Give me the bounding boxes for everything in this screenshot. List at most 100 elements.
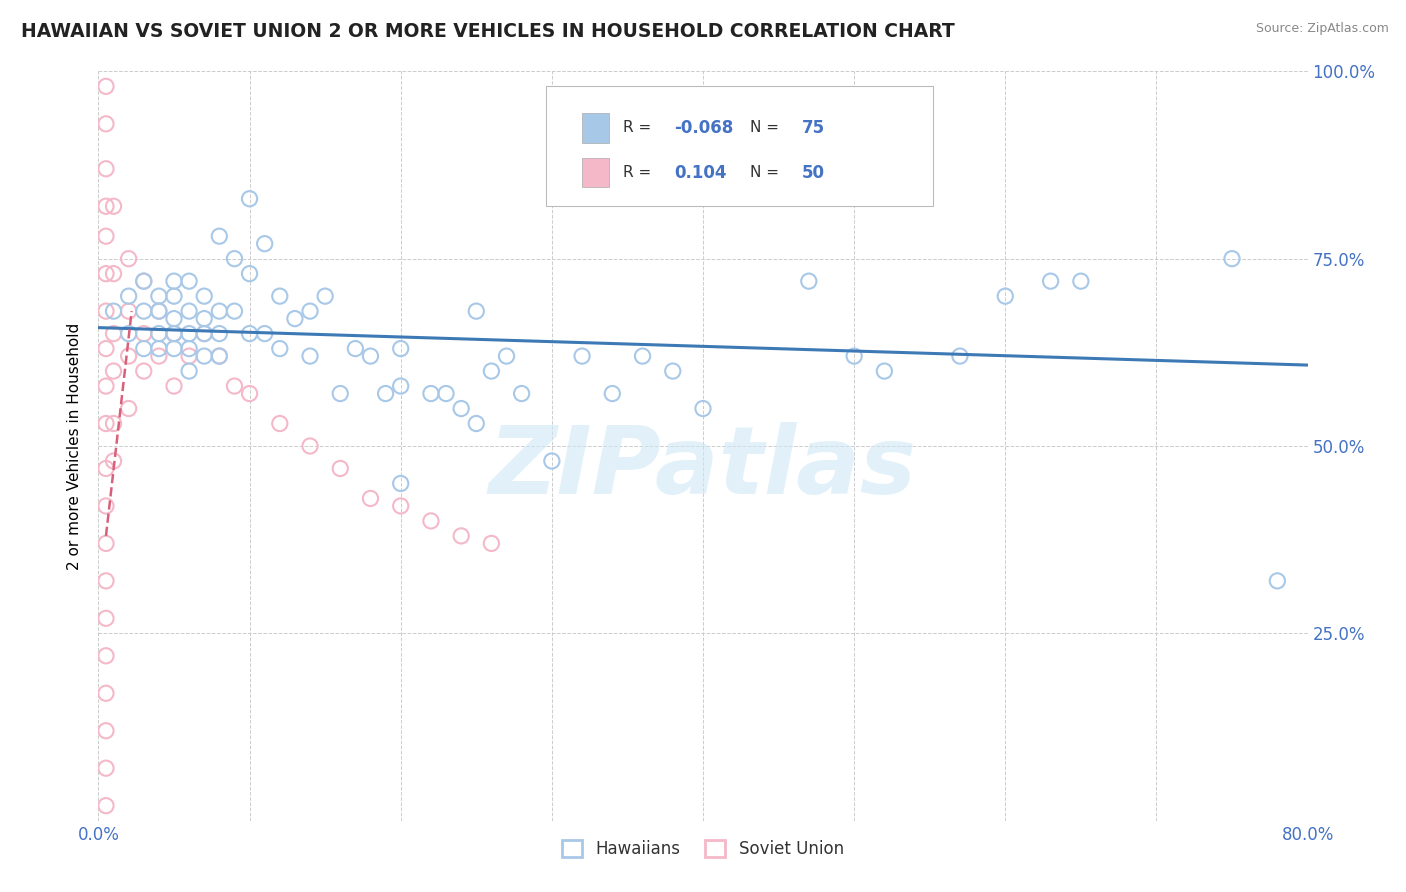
FancyBboxPatch shape bbox=[582, 158, 609, 187]
Point bbox=[94, 686, 117, 700]
Point bbox=[299, 304, 322, 318]
Point bbox=[179, 304, 201, 318]
Point bbox=[239, 326, 262, 341]
Text: N =: N = bbox=[751, 165, 785, 180]
Point bbox=[239, 386, 262, 401]
Point bbox=[360, 491, 382, 506]
Point bbox=[797, 274, 820, 288]
Point bbox=[481, 364, 503, 378]
Point bbox=[208, 349, 231, 363]
Point bbox=[602, 386, 624, 401]
Point bbox=[94, 574, 117, 588]
Point bbox=[103, 304, 125, 318]
Point bbox=[299, 349, 322, 363]
Point bbox=[768, 154, 790, 169]
Point bbox=[148, 342, 170, 356]
Point bbox=[224, 304, 246, 318]
Point bbox=[163, 379, 186, 393]
Point bbox=[465, 304, 488, 318]
Point bbox=[450, 529, 472, 543]
Point bbox=[103, 417, 125, 431]
Point bbox=[118, 401, 141, 416]
Point bbox=[193, 326, 215, 341]
Point bbox=[94, 798, 117, 813]
Point bbox=[481, 536, 503, 550]
Point bbox=[389, 342, 412, 356]
Point bbox=[224, 252, 246, 266]
Point bbox=[269, 342, 291, 356]
Text: ZIPatlas: ZIPatlas bbox=[489, 423, 917, 515]
Point bbox=[132, 364, 155, 378]
Text: 0.104: 0.104 bbox=[673, 163, 727, 181]
Point bbox=[631, 349, 654, 363]
Point bbox=[1039, 274, 1062, 288]
Point bbox=[94, 611, 117, 625]
Point bbox=[873, 364, 896, 378]
Text: R =: R = bbox=[623, 165, 657, 180]
Point bbox=[193, 311, 215, 326]
Point bbox=[163, 342, 186, 356]
Point bbox=[314, 289, 336, 303]
Point bbox=[208, 229, 231, 244]
Point bbox=[94, 79, 117, 94]
Point bbox=[193, 349, 215, 363]
Point bbox=[94, 342, 117, 356]
Point bbox=[360, 349, 382, 363]
Point bbox=[94, 499, 117, 513]
Point bbox=[193, 326, 215, 341]
Point bbox=[163, 311, 186, 326]
Point bbox=[208, 326, 231, 341]
Point bbox=[329, 386, 352, 401]
Point bbox=[1267, 574, 1289, 588]
Point bbox=[103, 267, 125, 281]
Point bbox=[1070, 274, 1092, 288]
Point bbox=[132, 274, 155, 288]
Point bbox=[103, 199, 125, 213]
Point bbox=[94, 267, 117, 281]
Point bbox=[179, 326, 201, 341]
Point bbox=[148, 304, 170, 318]
Point bbox=[299, 439, 322, 453]
Point bbox=[163, 326, 186, 341]
Text: 75: 75 bbox=[803, 119, 825, 136]
Point bbox=[389, 499, 412, 513]
Point bbox=[132, 304, 155, 318]
Point bbox=[269, 417, 291, 431]
Point bbox=[94, 199, 117, 213]
Point bbox=[450, 401, 472, 416]
Point bbox=[179, 349, 201, 363]
Point bbox=[329, 461, 352, 475]
Point bbox=[224, 379, 246, 393]
Point bbox=[132, 342, 155, 356]
Point bbox=[179, 274, 201, 288]
Point bbox=[118, 326, 141, 341]
Legend: Hawaiians, Soviet Union: Hawaiians, Soviet Union bbox=[555, 833, 851, 864]
Point bbox=[94, 117, 117, 131]
Point bbox=[94, 723, 117, 738]
Point bbox=[994, 289, 1017, 303]
FancyBboxPatch shape bbox=[582, 112, 609, 143]
Text: N =: N = bbox=[751, 120, 785, 135]
Point bbox=[844, 349, 866, 363]
Point bbox=[949, 349, 972, 363]
FancyBboxPatch shape bbox=[546, 87, 932, 206]
Point bbox=[118, 252, 141, 266]
Point bbox=[420, 386, 443, 401]
Point bbox=[465, 417, 488, 431]
Point bbox=[510, 386, 533, 401]
Text: R =: R = bbox=[623, 120, 657, 135]
Point bbox=[94, 304, 117, 318]
Point bbox=[253, 236, 276, 251]
Text: -0.068: -0.068 bbox=[673, 119, 734, 136]
Text: 50: 50 bbox=[803, 163, 825, 181]
Text: Source: ZipAtlas.com: Source: ZipAtlas.com bbox=[1256, 22, 1389, 36]
Point bbox=[94, 379, 117, 393]
Point bbox=[132, 326, 155, 341]
Point bbox=[389, 379, 412, 393]
Point bbox=[239, 192, 262, 206]
Point bbox=[94, 161, 117, 176]
Point bbox=[239, 267, 262, 281]
Point bbox=[389, 476, 412, 491]
Point bbox=[94, 536, 117, 550]
Point bbox=[179, 342, 201, 356]
